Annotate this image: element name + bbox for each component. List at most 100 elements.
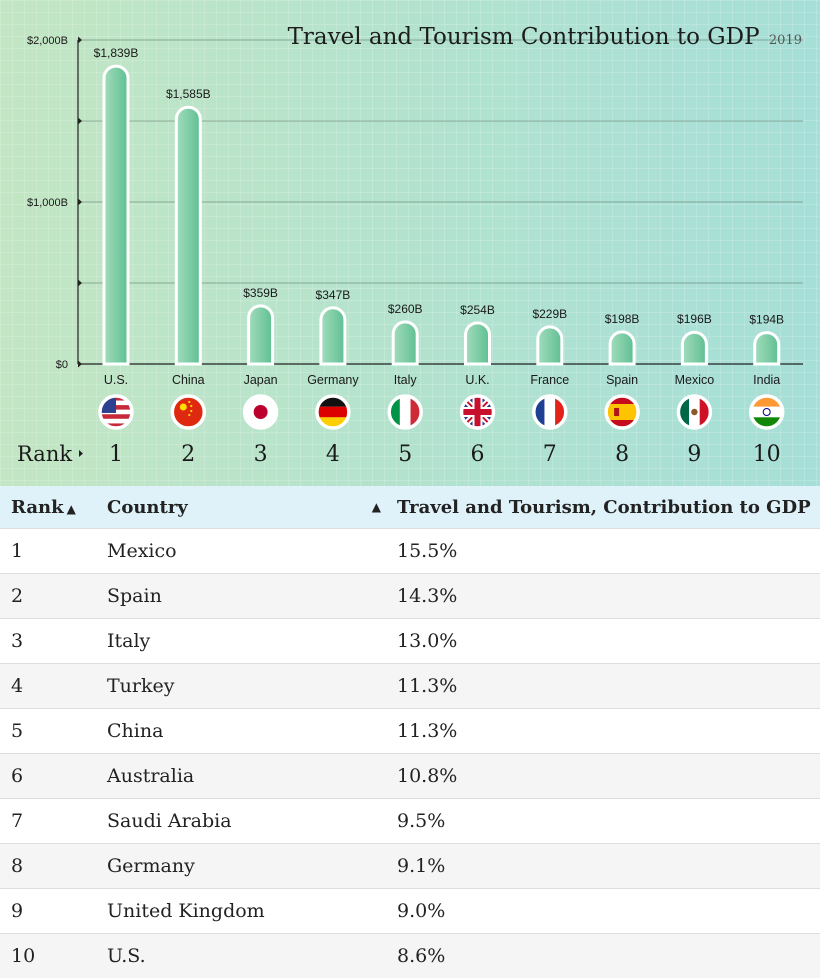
country-cell: Spain: [107, 574, 397, 619]
japan-flag-icon: [245, 396, 277, 428]
data-label: $1,585B: [166, 87, 211, 101]
category-label: India: [753, 373, 780, 387]
sort-icon[interactable]: ▲︎: [67, 502, 76, 516]
data-label: $229B: [532, 307, 567, 321]
rank-cell: 6: [0, 754, 107, 799]
contribution-cell: 13.0%: [397, 619, 820, 664]
spain-flag-icon: [606, 396, 638, 428]
y-tick-marker: [78, 37, 82, 44]
chart-title-text: Travel and Tourism Contribution to GDP: [288, 24, 760, 50]
rank-number: 5: [398, 442, 412, 467]
contribution-column-header: Travel and Tourism, Contribution to GDP: [397, 486, 820, 529]
data-label: $198B: [605, 312, 640, 326]
rank-number: 10: [753, 442, 781, 467]
category-label: Mexico: [675, 373, 715, 387]
italy-flag-icon: [389, 396, 422, 428]
rank-number: 7: [543, 442, 557, 467]
category-label: France: [530, 373, 569, 387]
country-cell: U.S.: [107, 934, 397, 978]
rank-number: 9: [687, 442, 701, 467]
rank-cell: 5: [0, 709, 107, 754]
data-label: $359B: [243, 286, 278, 300]
france-flag-icon: [534, 396, 567, 428]
data-label: $1,839B: [94, 46, 139, 60]
rank-number: 6: [471, 442, 485, 467]
chart-title: Travel and Tourism Contribution to GDP 2…: [288, 24, 802, 50]
rank-cell: 3: [0, 619, 107, 664]
contribution-cell: 10.8%: [397, 754, 820, 799]
bar-india: [755, 333, 779, 364]
country-cell: Mexico: [107, 529, 397, 574]
category-label: Germany: [307, 373, 359, 387]
bar-italy: [393, 322, 417, 364]
y-tick-marker: [78, 118, 82, 125]
china-flag-icon: [172, 396, 204, 428]
country-cell: China: [107, 709, 397, 754]
rank-cell: 8: [0, 844, 107, 889]
rank-label: Rank: [17, 442, 72, 466]
country-cell: Italy: [107, 619, 397, 664]
country-cell: Turkey: [107, 664, 397, 709]
contribution-cell: 14.3%: [397, 574, 820, 619]
sort-icon[interactable]: ▲︎: [372, 500, 381, 514]
rank-number: 8: [615, 442, 629, 467]
rank-number: 3: [254, 442, 268, 467]
contribution-cell: 11.3%: [397, 709, 820, 754]
country-cell: Germany: [107, 844, 397, 889]
contribution-cell: 15.5%: [397, 529, 820, 574]
category-label: Japan: [244, 373, 278, 387]
table-header-row: Rank▲︎ Country ▲︎ Travel and Tourism, Con…: [0, 486, 820, 529]
rank-number: 2: [181, 442, 195, 467]
rank-number: 4: [326, 442, 340, 467]
us-flag-icon: [100, 396, 132, 428]
bar-china: [176, 107, 200, 364]
bar-germany: [321, 308, 345, 364]
contribution-cell: 9.0%: [397, 889, 820, 934]
bar-japan: [249, 306, 273, 364]
bar-spain: [610, 332, 634, 364]
contribution-cell: 9.1%: [397, 844, 820, 889]
contribution-cell: 11.3%: [397, 664, 820, 709]
germany-flag-icon: [317, 396, 349, 429]
country-header-label: Country: [107, 497, 188, 518]
y-tick-marker: [78, 199, 82, 206]
data-label: $347B: [316, 288, 351, 302]
country-cell: United Kingdom: [107, 889, 397, 934]
bar-us: [104, 66, 128, 364]
rank-cell: 7: [0, 799, 107, 844]
data-label: $254B: [460, 303, 495, 317]
category-label: U.S.: [104, 373, 128, 387]
data-label: $194B: [749, 313, 784, 327]
data-label: $260B: [388, 302, 423, 316]
country-column-header[interactable]: Country ▲︎: [107, 486, 397, 529]
rank-cell: 2: [0, 574, 107, 619]
country-cell: Saudi Arabia: [107, 799, 397, 844]
rank-column-header[interactable]: Rank▲︎: [0, 486, 107, 529]
contribution-cell: 9.5%: [397, 799, 820, 844]
y-tick-label: $0: [56, 359, 68, 371]
rank-cell: 1: [0, 529, 107, 574]
rank-cell: 9: [0, 889, 107, 934]
bar-chart: $0$1,000B$2,000B$1,839BU.S.1$1,585BChina…: [0, 0, 820, 486]
mexico-flag-icon: [678, 396, 711, 428]
rank-cell: 4: [0, 664, 107, 709]
country-cell: Australia: [107, 754, 397, 799]
uk-flag-icon: [462, 396, 494, 428]
category-label: Italy: [394, 373, 418, 387]
y-tick-label: $1,000B: [27, 197, 68, 209]
ranking-table: Rank▲︎ Country ▲︎ Travel and Tourism, Con…: [0, 486, 820, 978]
bar-france: [538, 327, 562, 364]
chart-title-year: 2019: [769, 33, 802, 48]
data-label: $196B: [677, 312, 712, 326]
